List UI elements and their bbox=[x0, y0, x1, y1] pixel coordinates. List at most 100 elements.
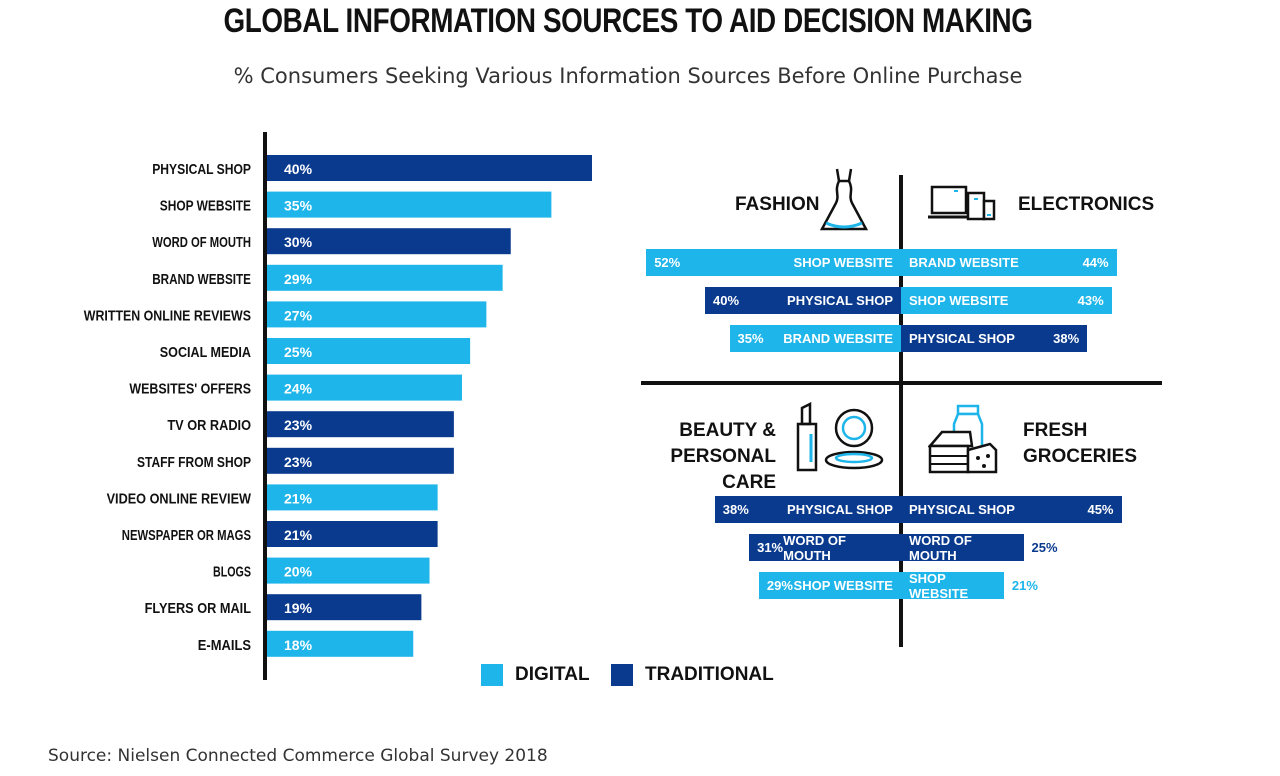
legend-item-traditional: TRADITIONAL bbox=[611, 664, 774, 686]
category-label-blogs: BLOGS bbox=[213, 564, 251, 581]
value-label-flyers-or-mail: 19% bbox=[284, 600, 313, 616]
bar-brand-website bbox=[267, 264, 503, 291]
beauty-bar-physical-shop: 38% PHYSICAL SHOP bbox=[714, 496, 901, 523]
fashion-title: FASHION bbox=[735, 194, 820, 215]
bar-video-online-review bbox=[267, 484, 438, 511]
value-label-shop-website: 35% bbox=[284, 198, 313, 214]
bar-newspaper-or-mags bbox=[267, 521, 438, 547]
category-label-staff-from-shop: STAFF FROM SHOP bbox=[137, 454, 251, 471]
legend-swatch-traditional bbox=[611, 664, 633, 686]
groceries-title-line2: GROCERIES bbox=[1023, 446, 1138, 467]
value-label-written-online-reviews: 27% bbox=[284, 307, 313, 323]
groceries-title: FRESH GROCERIES bbox=[1023, 418, 1137, 470]
source-note: Source: Nielsen Connected Commerce Globa… bbox=[48, 746, 548, 766]
groceries-bar-value: 45% bbox=[1087, 502, 1114, 517]
groceries-bar-label: SHOP WEBSITE bbox=[909, 570, 969, 601]
groceries-bar-label: PHYSICAL SHOP bbox=[909, 502, 1015, 517]
beauty-bar-word-of-mouth: 31% WORD OF MOUTH bbox=[749, 532, 901, 563]
electronics-bar-value: 38% bbox=[1053, 331, 1080, 346]
electronics-bar-brand-website: BRAND WEBSITE 44% bbox=[901, 249, 1117, 276]
value-label-blogs: 20% bbox=[284, 564, 313, 580]
bar-staff-from-shop bbox=[267, 447, 454, 474]
groceries-bar-label: WORD OF MOUTH bbox=[909, 532, 972, 563]
groceries-title-line1: FRESH bbox=[1023, 420, 1088, 441]
groceries-bar-shop-website: SHOP WEBSITE bbox=[901, 570, 1004, 601]
category-label-written-online-reviews: WRITTEN ONLINE REVIEWS bbox=[84, 307, 251, 324]
electronics-bar-label: PHYSICAL SHOP bbox=[909, 331, 1015, 346]
devices-icon bbox=[928, 185, 996, 221]
fashion-bar-value: 52% bbox=[654, 255, 681, 270]
electronics-bar-shop-website: SHOP WEBSITE 43% bbox=[901, 287, 1112, 314]
fashion-bar-value: 40% bbox=[713, 293, 740, 308]
bar-social-media bbox=[267, 338, 471, 364]
beauty-bar-label: SHOP WEBSITE bbox=[793, 578, 893, 593]
fashion-bar-physical-shop: 40% PHYSICAL SHOP bbox=[705, 287, 901, 314]
electronics-bar-value: 43% bbox=[1077, 293, 1104, 308]
y-axis-line bbox=[263, 132, 267, 680]
panel-horizontal-divider bbox=[641, 381, 1162, 385]
groceries-bar-value-outside: 25% bbox=[1031, 540, 1058, 555]
value-label-newspaper-or-mags: 21% bbox=[284, 527, 313, 543]
value-label-e-mails: 18% bbox=[284, 637, 313, 653]
fashion-bar-label: BRAND WEBSITE bbox=[783, 331, 893, 346]
fashion-bar-label: PHYSICAL SHOP bbox=[787, 293, 893, 308]
category-label-physical-shop: PHYSICAL SHOP bbox=[152, 161, 251, 178]
bar-written-online-reviews bbox=[267, 301, 487, 328]
category-label-video-online-review: VIDEO ONLINE REVIEW bbox=[107, 490, 252, 507]
category-label-flyers-or-mail: FLYERS OR MAIL bbox=[145, 600, 251, 617]
fashion-bar-shop-website: 52% SHOP WEBSITE bbox=[646, 249, 901, 276]
value-label-brand-website: 29% bbox=[284, 271, 313, 287]
beauty-bar-value: 29% bbox=[766, 578, 793, 593]
legend-label-traditional: TRADITIONAL bbox=[645, 664, 774, 685]
legend-label-digital: DIGITAL bbox=[515, 664, 590, 685]
value-label-tv-or-radio: 23% bbox=[284, 417, 313, 433]
bar-shop-website bbox=[267, 191, 552, 218]
bar-blogs bbox=[267, 557, 430, 584]
category-label-newspaper-or-mags: NEWSPAPER OR MAGS bbox=[122, 527, 251, 544]
bar-websites-offers bbox=[267, 374, 462, 401]
bar-tv-or-radio bbox=[267, 411, 454, 438]
beauty-bar-label: PHYSICAL SHOP bbox=[787, 502, 893, 517]
category-label-websites-offers: WEBSITES' OFFERS bbox=[129, 381, 251, 398]
panel-vertical-divider bbox=[899, 175, 903, 647]
value-label-staff-from-shop: 23% bbox=[284, 454, 313, 470]
value-label-physical-shop: 40% bbox=[284, 161, 313, 177]
electronics-bar-physical-shop: PHYSICAL SHOP 38% bbox=[901, 325, 1088, 352]
beauty-bar-value: 31% bbox=[757, 540, 784, 555]
category-label-shop-website: SHOP WEBSITE bbox=[160, 198, 251, 215]
beauty-title: BEAUTY & PERSONAL CARE bbox=[652, 418, 776, 496]
value-label-social-media: 25% bbox=[284, 344, 313, 360]
electronics-bar-label: BRAND WEBSITE bbox=[909, 255, 1019, 270]
value-label-video-online-review: 21% bbox=[284, 490, 313, 506]
electronics-bar-label: SHOP WEBSITE bbox=[909, 293, 1009, 308]
category-label-e-mails: E-MAILS bbox=[198, 637, 251, 654]
legend-item-digital: DIGITAL bbox=[481, 664, 590, 686]
bar-word-of-mouth bbox=[267, 228, 511, 255]
bar-e-mails bbox=[267, 630, 414, 657]
fashion-bar-brand-website: 35% BRAND WEBSITE bbox=[729, 325, 901, 352]
beauty-title-line1: BEAUTY & bbox=[679, 420, 776, 441]
groceries-icon bbox=[928, 404, 998, 474]
beauty-bar-shop-website: 29% SHOP WEBSITE bbox=[758, 572, 901, 599]
dress-icon bbox=[819, 168, 869, 231]
fashion-bar-value: 35% bbox=[737, 331, 764, 346]
chart-subtitle: % Consumers Seeking Various Information … bbox=[233, 64, 1023, 88]
category-label-brand-website: BRAND WEBSITE bbox=[152, 271, 251, 288]
beauty-bar-label: WORD OF MOUTH bbox=[783, 532, 846, 563]
value-label-websites-offers: 24% bbox=[284, 381, 313, 397]
cosmetics-icon bbox=[796, 402, 884, 472]
electronics-bar-value: 44% bbox=[1082, 255, 1109, 270]
groceries-bar-value-outside: 21% bbox=[1011, 578, 1038, 593]
bar-flyers-or-mail bbox=[267, 594, 422, 621]
legend-swatch-digital bbox=[481, 664, 503, 686]
electronics-title: ELECTRONICS bbox=[1018, 194, 1155, 215]
beauty-bar-value: 38% bbox=[722, 502, 749, 517]
category-label-tv-or-radio: TV OR RADIO bbox=[167, 417, 251, 434]
bar-physical-shop bbox=[267, 155, 592, 181]
category-label-social-media: SOCIAL MEDIA bbox=[160, 344, 251, 361]
groceries-bar-physical-shop: PHYSICAL SHOP 45% bbox=[901, 496, 1122, 523]
beauty-title-line2: PERSONAL CARE bbox=[670, 446, 776, 493]
value-label-word-of-mouth: 30% bbox=[284, 234, 313, 250]
category-label-word-of-mouth: WORD OF MOUTH bbox=[152, 234, 251, 251]
chart-title: GLOBAL INFORMATION SOURCES TO AID DECISI… bbox=[223, 2, 1033, 40]
